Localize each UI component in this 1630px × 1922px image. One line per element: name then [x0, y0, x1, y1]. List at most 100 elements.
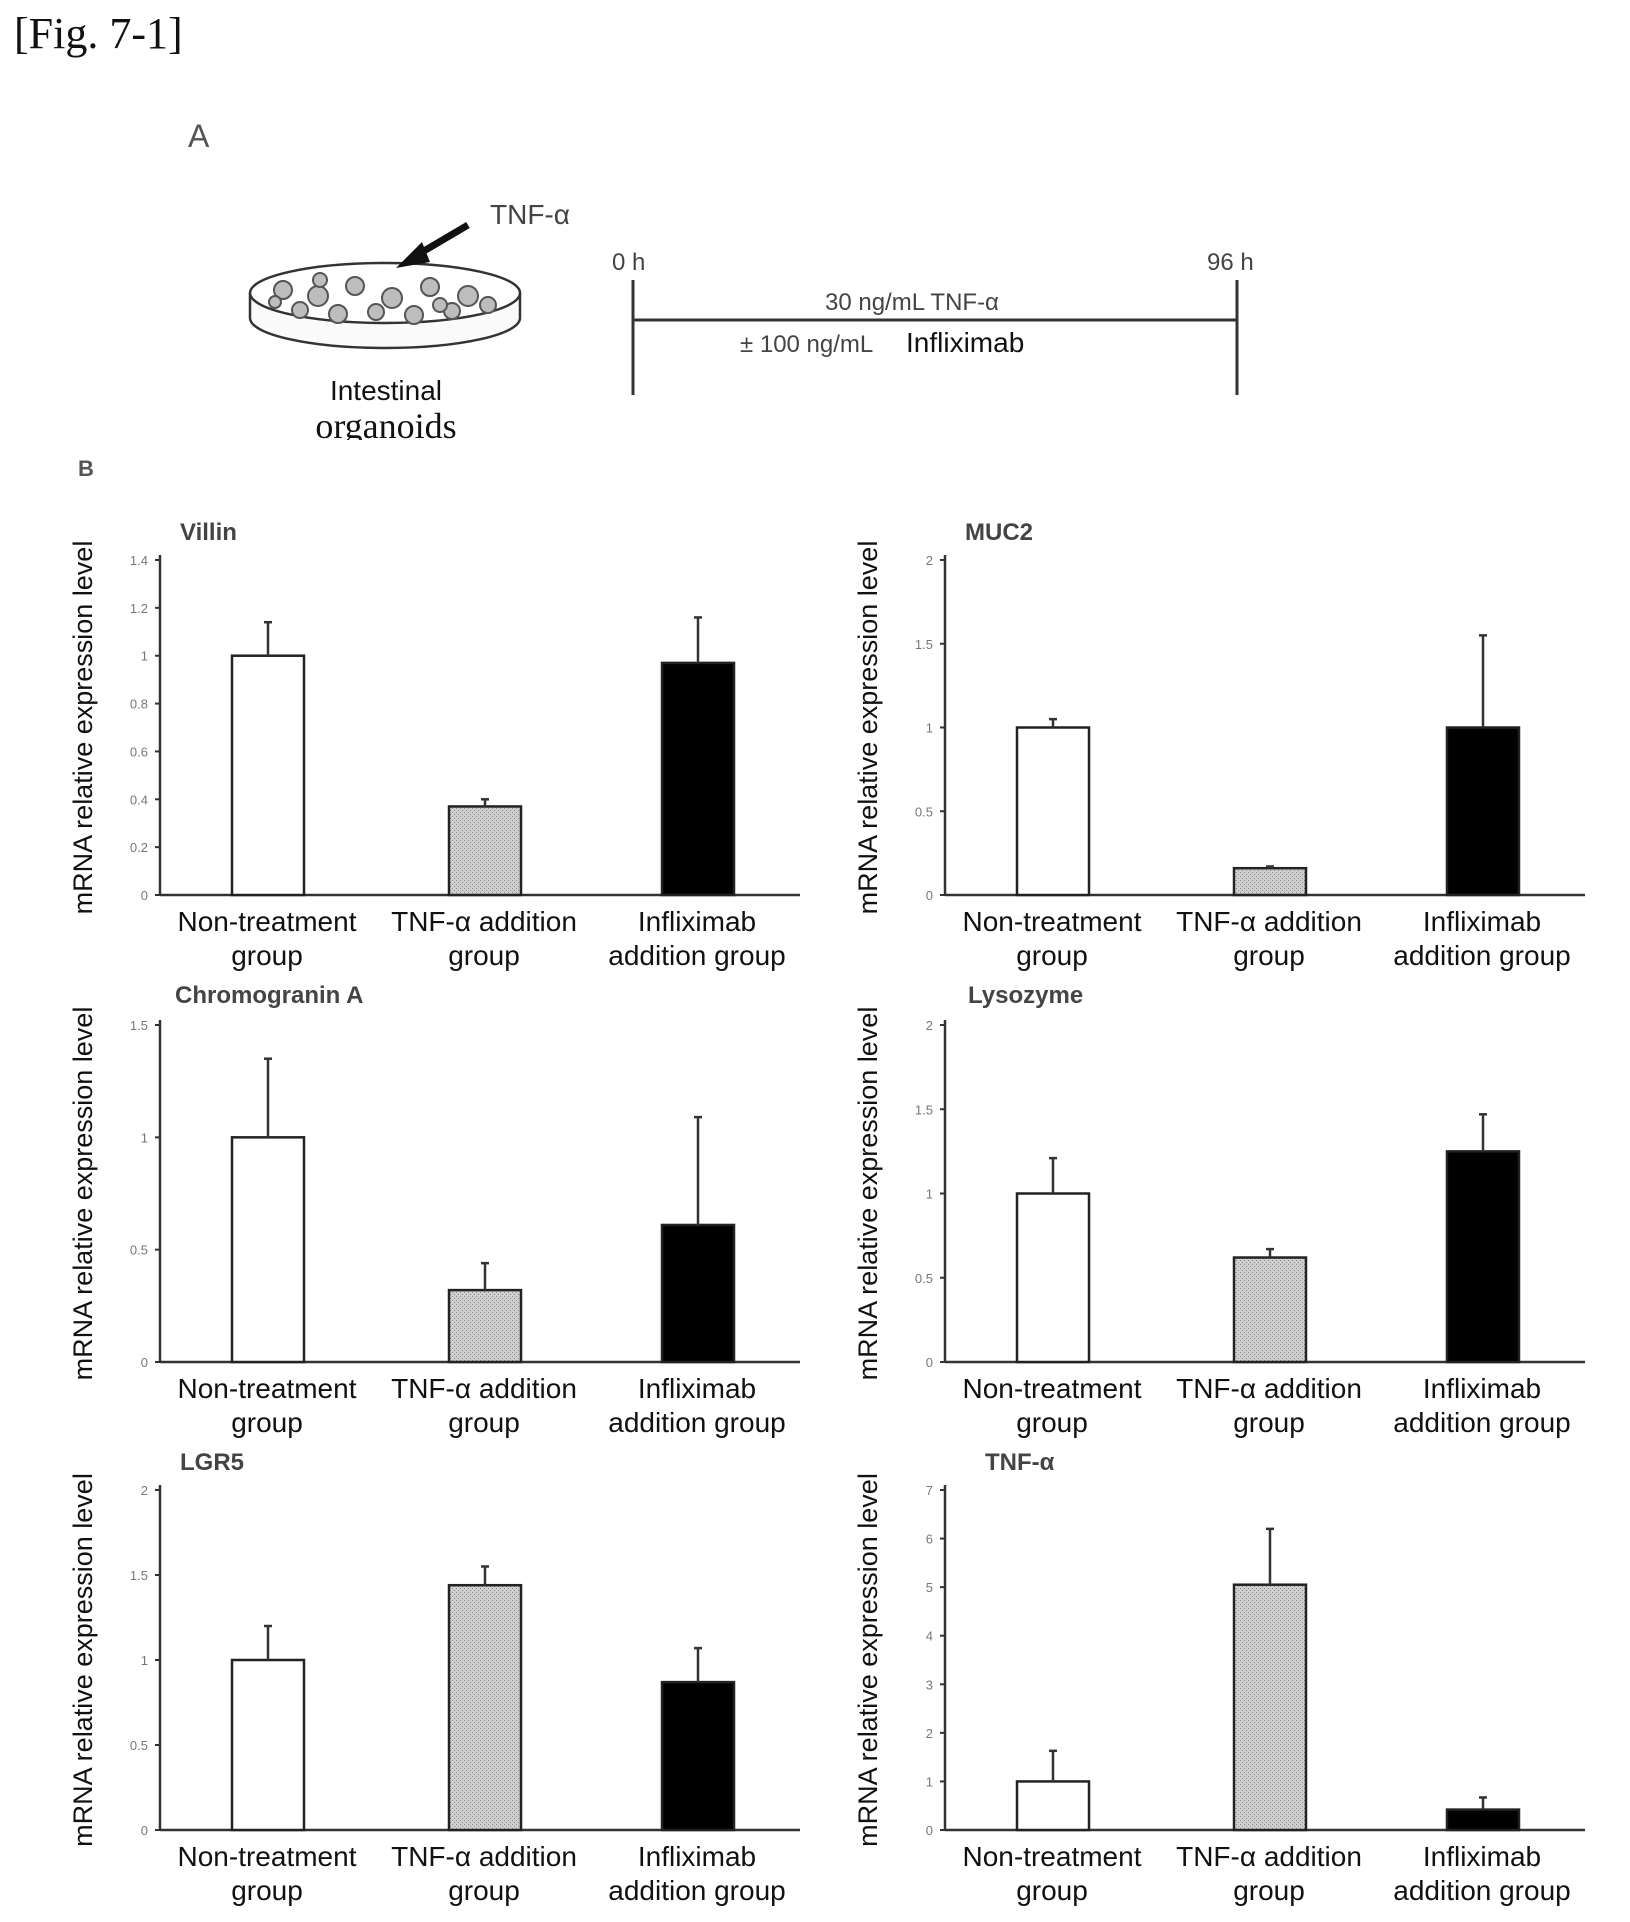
x-tick-label: group: [1233, 1407, 1305, 1438]
bar: [447, 1288, 523, 1364]
x-tick-label: addition group: [608, 1407, 785, 1438]
x-tick-label: TNF-α addition: [1176, 1841, 1362, 1872]
bar: [1232, 1583, 1308, 1832]
panel-a-diagram: TNF-α Intestinal organoids 0 h 96 h 30 n…: [248, 199, 1254, 440]
x-tick-label: group: [448, 940, 520, 971]
y-tick-label: 1: [926, 1187, 933, 1202]
x-tick-label: TNF-α addition: [1176, 1373, 1362, 1404]
timeline: [631, 280, 1239, 395]
y-tick-label: 1: [141, 649, 148, 664]
y-tick-label: 0.5: [130, 1243, 148, 1258]
x-tick-label: group: [1233, 940, 1305, 971]
x-tick-label: addition group: [608, 1875, 785, 1906]
bar: [660, 1223, 736, 1364]
y-tick-label: 4: [926, 1629, 933, 1644]
chart-title: LGR5: [180, 1449, 244, 1476]
y-tick-label: 2: [926, 1726, 933, 1741]
x-tick-label: Non-treatment: [963, 1373, 1142, 1404]
y-axis-label: mRNA relative expression level: [68, 541, 98, 915]
y-tick-label: 1.5: [130, 1568, 148, 1583]
y-axis-label: mRNA relative expression level: [853, 1473, 883, 1847]
y-tick-label: 0.5: [915, 804, 933, 819]
x-tick-label: group: [231, 1875, 303, 1906]
x-tick-label: Non-treatment: [178, 1841, 357, 1872]
timeline-start-label: 0 h: [612, 249, 645, 276]
x-tick-label: TNF-α addition: [1176, 906, 1362, 937]
x-tick-label: addition group: [1393, 1407, 1570, 1438]
x-tick-label: group: [448, 1407, 520, 1438]
bar: [1232, 866, 1308, 897]
bar: [230, 654, 306, 897]
bar: [230, 1658, 306, 1832]
bar: [447, 1583, 523, 1832]
chart-title: MUC2: [965, 519, 1033, 546]
y-axis-label: mRNA relative expression level: [853, 541, 883, 915]
y-tick-label: 0: [926, 1823, 933, 1838]
x-tick-label: addition group: [1393, 1875, 1570, 1906]
x-tick-label: Infliximab: [638, 1841, 756, 1872]
chart-title: Chromogranin A: [175, 982, 363, 1009]
y-tick-label: 1.4: [130, 553, 148, 568]
bar: [660, 661, 736, 897]
y-tick-label: 5: [926, 1580, 933, 1595]
bar: [1232, 1256, 1308, 1364]
y-tick-label: 1.5: [130, 1018, 148, 1033]
y-tick-label: 1: [141, 1130, 148, 1145]
bar: [1445, 1808, 1521, 1832]
x-tick-label: Infliximab: [638, 906, 756, 937]
y-tick-label: 0.5: [130, 1738, 148, 1753]
y-axis-label: mRNA relative expression level: [853, 1007, 883, 1381]
bar: [1015, 1780, 1091, 1832]
tnf-agent-label: TNF-α: [490, 199, 570, 230]
chart-3: Chromogranin A mRNA relative expression l…: [68, 982, 800, 1438]
bar: [1445, 1150, 1521, 1364]
x-tick-label: TNF-α addition: [391, 906, 577, 937]
y-tick-label: 1.5: [915, 637, 933, 652]
y-tick-label: 0.8: [130, 697, 148, 712]
x-tick-label: group: [231, 1407, 303, 1438]
y-tick-label: 0: [141, 1823, 148, 1838]
x-tick-label: group: [1016, 1407, 1088, 1438]
x-tick-label: TNF-α addition: [391, 1841, 577, 1872]
chart-title: TNF-α: [985, 1449, 1055, 1476]
timeline-line1: 30 ng/mL TNF-α: [825, 289, 999, 316]
y-tick-label: 0: [926, 1355, 933, 1370]
y-tick-label: 2: [926, 553, 933, 568]
x-tick-label: Non-treatment: [178, 906, 357, 937]
x-tick-label: addition group: [1393, 940, 1570, 971]
x-tick-label: Non-treatment: [178, 1373, 357, 1404]
bar: [1445, 726, 1521, 897]
x-tick-label: group: [1016, 940, 1088, 971]
x-tick-label: addition group: [608, 940, 785, 971]
organoid-cluster: [268, 272, 497, 325]
x-tick-label: Infliximab: [1423, 1841, 1541, 1872]
y-tick-label: 1: [926, 721, 933, 736]
x-tick-label: Non-treatment: [963, 1841, 1142, 1872]
chart-1: Villin mRNA relative expression level 0 0.2…: [68, 519, 800, 971]
y-tick-label: 7: [926, 1483, 933, 1498]
panel-b-letter: B: [78, 456, 94, 481]
y-tick-label: 1: [926, 1774, 933, 1789]
y-tick-label: 1.5: [915, 1102, 933, 1117]
chart-title: Lysozyme: [968, 982, 1083, 1009]
y-tick-label: 0: [141, 1355, 148, 1370]
y-tick-label: 0.6: [130, 744, 148, 759]
bar: [230, 1136, 306, 1364]
x-tick-label: Infliximab: [638, 1373, 756, 1404]
timeline-end-label: 96 h: [1207, 249, 1254, 276]
y-axis-label: mRNA relative expression level: [68, 1007, 98, 1381]
y-tick-label: 2: [926, 1018, 933, 1033]
bar: [660, 1680, 736, 1832]
chart-6: TNF-α mRNA relative expression level 0 1 2 3 4…: [853, 1449, 1585, 1906]
dish-label-line1: Intestinal: [330, 375, 442, 406]
dish-label-line2: organoids: [315, 406, 456, 440]
bar: [447, 805, 523, 897]
bar: [1015, 1192, 1091, 1364]
chart-title: Villin: [180, 519, 237, 546]
figure-label: [Fig. 7-1]: [14, 9, 183, 58]
y-axis-label: mRNA relative expression level: [68, 1473, 98, 1847]
x-tick-label: group: [448, 1875, 520, 1906]
x-tick-label: Infliximab: [1423, 1373, 1541, 1404]
x-tick-label: Infliximab: [1423, 906, 1541, 937]
x-tick-label: group: [231, 940, 303, 971]
